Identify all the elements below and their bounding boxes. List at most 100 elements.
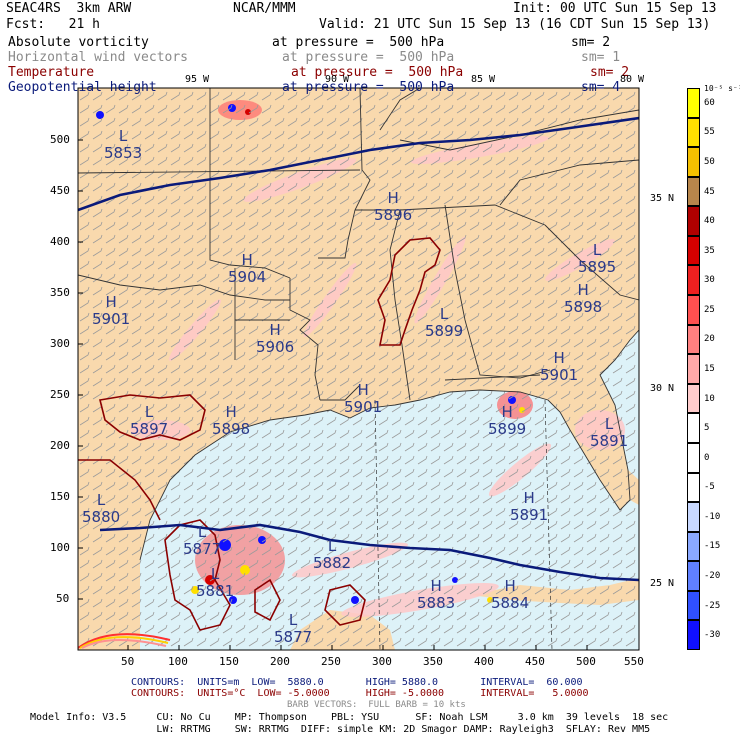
colorbar-swatch [687, 88, 700, 118]
colorbar-label: 40 [704, 216, 715, 227]
colorbar-swatch [687, 354, 700, 384]
lat-label: 30 N [650, 383, 675, 394]
wind-barbs [78, 88, 639, 650]
valid-time: Valid: 21 UTC Sun 15 Sep 13 (16 CDT Sun … [319, 17, 711, 32]
x-tick: 350 [423, 655, 443, 668]
colorbar-swatch [687, 117, 700, 148]
y-tick: 100 [50, 541, 70, 554]
colorbar-swatch [687, 235, 700, 266]
height-contour-north [78, 116, 639, 212]
colorbar-swatch [687, 206, 700, 236]
colorbar-label: 25 [704, 304, 715, 315]
x-tick: 400 [474, 655, 494, 668]
colorbar-swatch [687, 502, 700, 532]
field-4-name: Geopotential height [8, 80, 157, 95]
pressure-center-high: H 5898 [564, 281, 603, 316]
pressure-center-high: H 5899 [488, 403, 527, 438]
colorbar-swatch [687, 442, 700, 473]
pressure-center-high: H 5901 [344, 381, 383, 416]
pressure-center-high: H 5898 [212, 403, 251, 438]
colorbar-swatch [687, 295, 700, 325]
pressure-center-high: H 5901 [92, 293, 131, 328]
field-2-sm: sm= 1 [581, 50, 621, 65]
colorbar-label: -25 [704, 600, 721, 611]
field-1-level: at pressure = 500 hPa [272, 35, 445, 50]
colorbar-swatch [687, 176, 700, 207]
y-tick: 250 [50, 388, 70, 401]
field-1-sm: sm= 2 [571, 35, 611, 50]
pressure-center-low: L 5877 [274, 611, 313, 646]
x-tick: 450 [525, 655, 545, 668]
forecast-hour: Fcst: 21 h [6, 17, 100, 32]
colorbar-label: -10 [704, 511, 721, 522]
pressure-center-low: L 5880 [82, 491, 121, 526]
y-tick: 500 [50, 133, 70, 146]
colorbar-label: -5 [704, 482, 715, 493]
field-1-name: Absolute vorticity [8, 35, 149, 50]
pressure-center-high: H 5901 [540, 349, 579, 384]
field-3-level: at pressure = 500 hPa [291, 65, 464, 80]
colorbar-label: 55 [704, 127, 715, 138]
org-label: NCAR/MMM [233, 1, 296, 16]
x-tick: 300 [372, 655, 392, 668]
field-4-sm: sm= 4 [581, 80, 621, 95]
x-tick: 100 [168, 655, 188, 668]
colorbar-swatch [687, 413, 700, 443]
pressure-center-high: H 5906 [256, 321, 295, 356]
colorbar-swatch [687, 383, 700, 414]
field-2-level: at pressure = 500 hPa [282, 50, 455, 65]
colorbar-swatch [687, 531, 700, 562]
pressure-center-high: H 5884 [491, 577, 530, 612]
y-tick: 200 [50, 439, 70, 452]
pressure-center-low: L 5882 [313, 537, 352, 572]
pressure-center-low: L 5881 [196, 565, 235, 600]
colorbar-label: 60 [704, 97, 715, 108]
pressure-center-low: L 5897 [130, 403, 169, 438]
colorbar-unit: 10⁻⁵ s⁻¹ [704, 84, 740, 93]
pressure-center-high: H 5891 [510, 489, 549, 524]
lon-label: 85 W [471, 74, 496, 85]
colorbar-label: 35 [704, 245, 715, 256]
field-3-name: Temperature [8, 65, 95, 80]
lat-label: 25 N [650, 578, 675, 589]
lon-label: 80 W [620, 74, 645, 85]
colorbar-label: 10 [704, 393, 715, 404]
x-tick: 500 [576, 655, 596, 668]
pressure-center-low: L 5853 [104, 127, 143, 162]
field-2-name: Horizontal wind vectors [8, 50, 189, 65]
colorbar-swatch [687, 561, 700, 591]
colorbar-label: 20 [704, 334, 715, 345]
lon-label: 90 W [325, 74, 350, 85]
pressure-center-high: H 5904 [228, 251, 267, 286]
x-tick: 550 [624, 655, 644, 668]
colorbar-label: 0 [704, 452, 710, 463]
contours-height-info: CONTOURS: UNITS=m LOW= 5880.0 HIGH= 5880… [131, 677, 583, 688]
pressure-center-low: L 5877 [183, 523, 222, 558]
field-4-level: at pressure = 500 hPa [282, 80, 455, 95]
colorbar-label: 45 [704, 186, 715, 197]
colorbar-swatch [687, 147, 700, 177]
colorbar-label: 15 [704, 364, 715, 374]
x-tick: 50 [121, 655, 135, 668]
model-title: SEAC4RS 3km ARW [6, 1, 132, 16]
height-contour-south [99, 523, 639, 582]
x-tick: 250 [321, 655, 341, 668]
colorbar-swatch [687, 590, 700, 621]
y-tick: 450 [50, 184, 70, 197]
colorbar [687, 88, 700, 650]
pressure-center-high: H 5896 [374, 189, 413, 224]
model-info-1: Model Info: V3.5 CU: No Cu MP: Thompson … [30, 712, 669, 723]
colorbar-swatch [687, 472, 700, 503]
init-time: Init: 00 UTC Sun 15 Sep 13 [513, 1, 717, 16]
x-tick: 150 [219, 655, 239, 668]
colorbar-label: 30 [704, 275, 715, 286]
lon-label: 95 W [185, 74, 210, 85]
x-tick: 200 [270, 655, 290, 668]
y-tick: 50 [56, 592, 70, 605]
model-info-2: LW: RRTMG SW: RRTMG DIFF: simple KM: 2D … [30, 724, 651, 735]
contours-temp-info: CONTOURS: UNITS=°C LOW= -5.0000 HIGH= -5… [131, 688, 589, 699]
colorbar-label: 5 [704, 423, 710, 434]
y-tick: 150 [50, 490, 70, 503]
y-tick: 350 [50, 286, 70, 299]
